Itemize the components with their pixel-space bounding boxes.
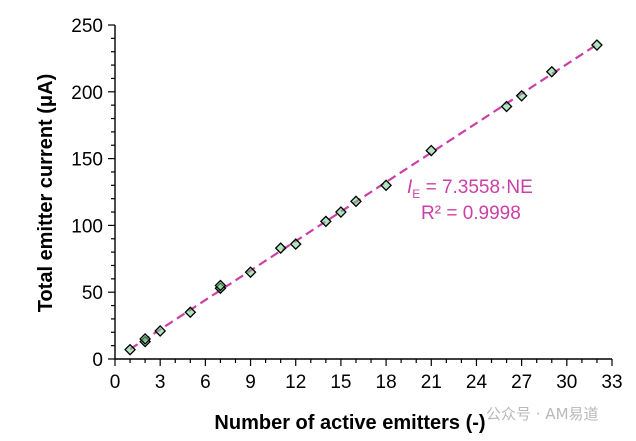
- y-tick-label: 50: [82, 283, 103, 304]
- markers: [124, 39, 603, 356]
- fit-equation-rest: = 7.3558·NE: [420, 177, 533, 198]
- fit-equation-var: I: [407, 177, 413, 198]
- x-tick-label: 27: [511, 372, 532, 393]
- x-tick-label: 12: [285, 372, 306, 393]
- y-axis-title: Total emitter current (μA): [35, 74, 57, 313]
- y-tick-label: 150: [71, 150, 103, 171]
- data-point: [154, 325, 167, 337]
- x-tick-label: 3: [155, 372, 166, 393]
- data-point: [319, 215, 332, 228]
- fit-equation-sub: E: [412, 187, 420, 201]
- x-tick-label: 9: [245, 372, 256, 393]
- data-point: [289, 238, 302, 251]
- axes: 0 50 100 150 200 250 0 3 6 9 12 15 18 21 24 27 30 33: [71, 16, 622, 393]
- data-point: [350, 195, 362, 208]
- y-tick-label: 200: [71, 83, 103, 104]
- x-tick-label: 21: [421, 372, 442, 393]
- x-tick-label: 18: [376, 372, 397, 393]
- data-point: [380, 179, 393, 192]
- fit-equation: IE = 7.3558·NE: [407, 177, 533, 201]
- x-tick-label: 33: [601, 372, 622, 393]
- data-point: [244, 266, 257, 279]
- x-tick-label: 0: [110, 372, 121, 393]
- data-point: [214, 279, 227, 292]
- y-tick-label: 0: [92, 350, 103, 371]
- data-point: [184, 306, 197, 319]
- y-tick-label: 250: [71, 16, 103, 37]
- watermark: 公众号 · AM易道: [486, 405, 599, 423]
- data-point: [274, 242, 287, 255]
- x-tick-label: 15: [330, 372, 351, 393]
- data-point: [515, 89, 528, 102]
- data-point: [124, 343, 136, 356]
- data-point: [545, 65, 558, 78]
- x-axis-title: Number of active emitters (-): [214, 412, 485, 434]
- data-point: [139, 333, 152, 345]
- y-tick-label: 100: [71, 216, 103, 237]
- x-tick-label: 30: [556, 372, 577, 393]
- data-point: [500, 100, 513, 113]
- data-point: [334, 206, 347, 218]
- x-tick-label: 6: [200, 372, 211, 393]
- data-point: [591, 39, 603, 51]
- fit-r2: R² = 0.9998: [421, 203, 521, 224]
- x-tick-label: 24: [466, 372, 488, 393]
- data-point: [425, 144, 438, 157]
